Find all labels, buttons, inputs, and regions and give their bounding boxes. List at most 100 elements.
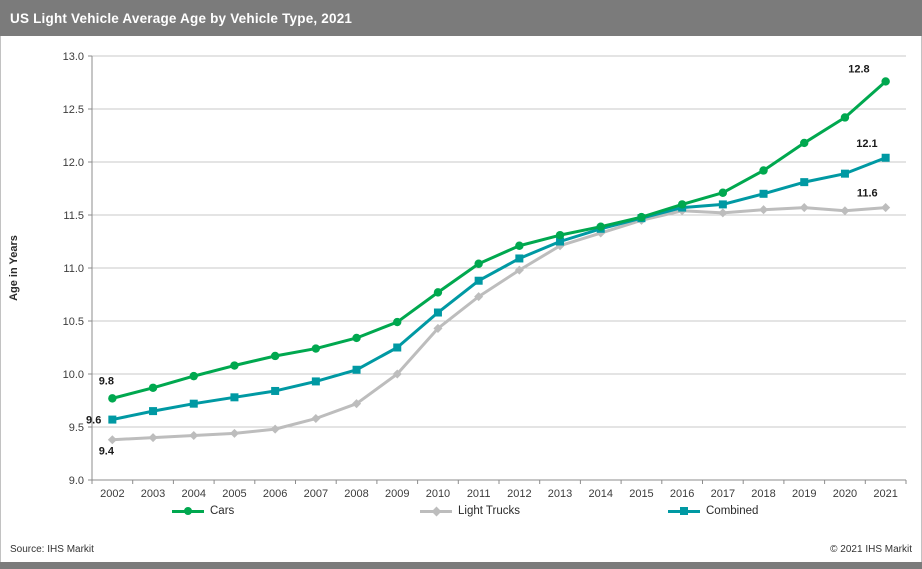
- legend-item-light-trucks: Light Trucks: [420, 503, 520, 519]
- x-tick-label: 2016: [670, 488, 694, 500]
- legend-label-combined: Combined: [706, 505, 759, 517]
- y-tick-label: 11.5: [63, 210, 84, 222]
- x-tick-label: 2005: [222, 488, 246, 500]
- series-line-cars: [110, 79, 888, 400]
- y-tick-label: 12.0: [63, 157, 84, 169]
- series-marker-combined: [271, 386, 280, 395]
- data-label: 9.8: [99, 375, 114, 387]
- series-marker-light-trucks: [718, 208, 728, 218]
- series-marker-cars: [189, 371, 198, 381]
- x-tick-label: 2015: [629, 488, 653, 500]
- series-line-light-trucks: [110, 206, 888, 442]
- legend-label-cars: Cars: [210, 505, 235, 517]
- x-tick-label: 2008: [344, 488, 368, 500]
- chart-svg: 9.0 9.5 10.0 10.5 11.0 11.5 12.0 12.5 13.0 2002 20…: [8, 51, 907, 500]
- data-label: 9.4: [99, 446, 115, 458]
- series-marker-cars: [474, 259, 483, 268]
- y-axis-title: Age in Years: [8, 235, 20, 301]
- series-marker-light-trucks: [270, 424, 280, 434]
- series-marker-combined: [840, 169, 849, 178]
- series-marker-cars: [230, 361, 239, 370]
- header-bar: US Light Vehicle Average Age by Vehicle …: [0, 0, 922, 36]
- x-tick-label: 2006: [263, 488, 287, 500]
- series-marker-cars: [800, 138, 809, 148]
- chart-legend: Cars Light Trucks Combined: [0, 503, 922, 523]
- y-tick-label: 10.0: [63, 369, 84, 381]
- x-tick-label: 2021: [873, 488, 897, 500]
- legend-label-light-trucks: Light Trucks: [458, 505, 520, 517]
- x-tick-label: 2013: [548, 488, 572, 500]
- series-marker-light-trucks: [148, 433, 158, 443]
- series-marker-cars: [433, 288, 443, 297]
- page-title: US Light Vehicle Average Age by Vehicle …: [10, 10, 353, 26]
- series-marker-light-trucks: [189, 430, 199, 441]
- series-marker-cars: [108, 394, 117, 403]
- series-marker-cars: [148, 383, 158, 392]
- series-marker-light-trucks: [881, 203, 891, 213]
- series-marker-light-trucks: [311, 413, 321, 424]
- series-marker-light-trucks: [107, 435, 117, 445]
- legend-item-cars: Cars: [172, 503, 234, 519]
- series-marker-combined: [393, 343, 402, 352]
- x-tick-label: 2003: [141, 488, 165, 500]
- series-marker-cars: [677, 200, 687, 209]
- series-marker-combined: [881, 153, 890, 162]
- cars-line-marker-icon: [172, 505, 204, 517]
- series-marker-light-trucks: [840, 206, 850, 216]
- x-tick-label: 2014: [589, 488, 613, 500]
- series-marker-cars: [555, 230, 565, 240]
- footer-copyright: © 2021 IHS Markit: [830, 543, 912, 555]
- series-marker-combined: [311, 377, 320, 386]
- series-marker-cars: [759, 166, 768, 175]
- footer: Source: IHS Markit © 2021 IHS Markit: [0, 540, 922, 558]
- series-marker-combined: [149, 407, 158, 416]
- data-label: 9.6: [86, 415, 101, 427]
- series-marker-light-trucks: [514, 265, 524, 275]
- data-label: 12.1: [856, 138, 877, 150]
- footer-source: Source: IHS Markit: [10, 543, 94, 555]
- series-marker-light-trucks: [229, 428, 239, 438]
- series-marker-combined: [718, 200, 727, 209]
- series-marker-combined: [515, 254, 524, 263]
- series-marker-combined: [800, 178, 809, 187]
- series-marker-combined: [230, 393, 239, 402]
- series-marker-combined: [759, 189, 768, 198]
- series-marker-combined: [474, 276, 483, 285]
- series-marker-cars: [270, 351, 280, 361]
- x-tick-label: 2018: [751, 488, 775, 500]
- y-tick-label: 13.0: [63, 51, 84, 63]
- series-marker-cars: [637, 212, 646, 222]
- series-marker-cars: [596, 222, 605, 231]
- series-marker-combined: [556, 237, 565, 246]
- series-line-combined: [110, 156, 888, 422]
- x-tick-label: 2007: [304, 488, 328, 500]
- light-trucks-line-marker-icon: [420, 505, 452, 517]
- series-marker-cars: [311, 344, 321, 353]
- y-tick-label: 12.5: [63, 104, 84, 116]
- series-marker-cars: [352, 333, 361, 343]
- series-marker-cars: [515, 241, 524, 250]
- x-tick-label: 2011: [467, 488, 491, 500]
- bottom-bar: [0, 562, 922, 569]
- x-tick-label: 2012: [507, 488, 531, 500]
- y-tick-label: 10.5: [63, 316, 84, 328]
- data-label: 11.6: [857, 188, 878, 200]
- series-marker-combined: [189, 399, 198, 408]
- series-marker-combined: [433, 308, 442, 317]
- series-marker-cars: [393, 317, 402, 327]
- series-marker-combined: [352, 365, 361, 374]
- x-tick-label: 2009: [385, 488, 409, 500]
- series-marker-light-trucks: [759, 205, 769, 215]
- data-label: 12.8: [848, 63, 869, 75]
- series-marker-combined: [108, 415, 117, 424]
- y-tick-label: 9.5: [69, 422, 84, 434]
- x-tick-label: 2004: [182, 488, 206, 500]
- y-tick-label: 9.0: [69, 475, 84, 487]
- x-tick-label: 2002: [100, 488, 124, 500]
- series-marker-cars: [881, 77, 890, 86]
- x-tick-label: 2019: [792, 488, 816, 500]
- x-tick-label: 2010: [426, 488, 450, 500]
- series-marker-light-trucks: [799, 203, 809, 213]
- x-tick-label: 2020: [833, 488, 857, 500]
- series-marker-cars: [718, 188, 728, 197]
